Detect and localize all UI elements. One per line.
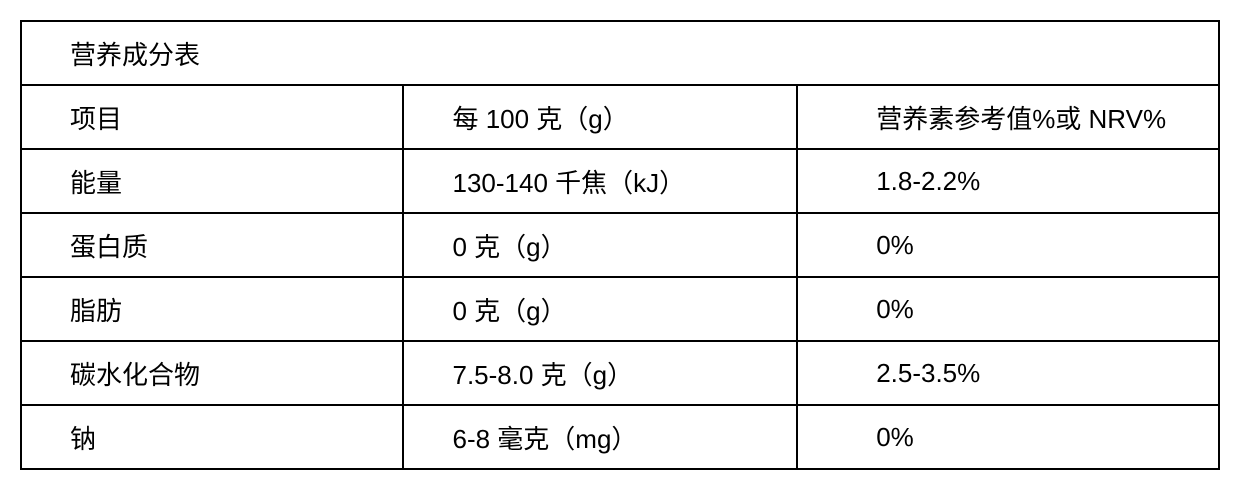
- cell-item: 碳水化合物: [21, 341, 403, 405]
- cell-nrv: 1.8-2.2%: [797, 149, 1219, 213]
- cell-nrv: 2.5-3.5%: [797, 341, 1219, 405]
- table-title: 营养成分表: [21, 21, 1219, 85]
- cell-per100g: 130-140 千焦（kJ）: [403, 149, 797, 213]
- table-row: 脂肪 0 克（g） 0%: [21, 277, 1219, 341]
- column-header-per100g: 每 100 克（g）: [403, 85, 797, 149]
- table-row: 能量 130-140 千焦（kJ） 1.8-2.2%: [21, 149, 1219, 213]
- cell-nrv: 0%: [797, 213, 1219, 277]
- cell-nrv: 0%: [797, 277, 1219, 341]
- table-title-row: 营养成分表: [21, 21, 1219, 85]
- cell-item: 钠: [21, 405, 403, 469]
- column-header-nrv: 营养素参考值%或 NRV%: [797, 85, 1219, 149]
- cell-per100g: 6-8 毫克（mg）: [403, 405, 797, 469]
- cell-item: 能量: [21, 149, 403, 213]
- cell-per100g: 0 克（g）: [403, 277, 797, 341]
- cell-per100g: 0 克（g）: [403, 213, 797, 277]
- table-header-row: 项目 每 100 克（g） 营养素参考值%或 NRV%: [21, 85, 1219, 149]
- column-header-item: 项目: [21, 85, 403, 149]
- table-row: 碳水化合物 7.5-8.0 克（g） 2.5-3.5%: [21, 341, 1219, 405]
- cell-item: 脂肪: [21, 277, 403, 341]
- table-row: 蛋白质 0 克（g） 0%: [21, 213, 1219, 277]
- cell-item: 蛋白质: [21, 213, 403, 277]
- cell-per100g: 7.5-8.0 克（g）: [403, 341, 797, 405]
- cell-nrv: 0%: [797, 405, 1219, 469]
- table-row: 钠 6-8 毫克（mg） 0%: [21, 405, 1219, 469]
- nutrition-facts-table: 营养成分表 项目 每 100 克（g） 营养素参考值%或 NRV% 能量 130…: [20, 20, 1220, 470]
